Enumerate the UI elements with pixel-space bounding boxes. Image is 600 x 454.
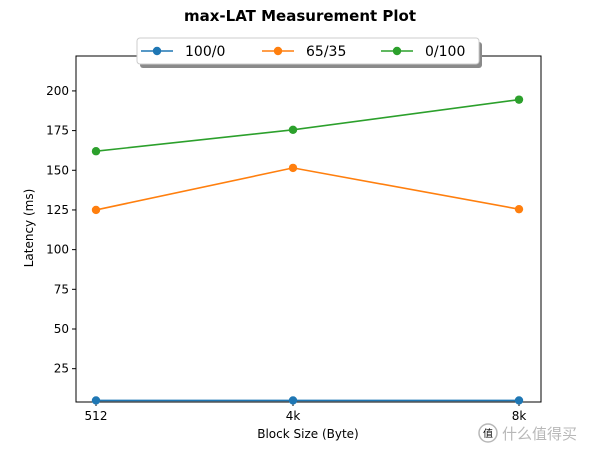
- data-point: [514, 396, 524, 405]
- series-3: [91, 95, 524, 156]
- data-point: [91, 396, 101, 405]
- legend-entry: 0/100: [381, 44, 465, 60]
- legend-entry: 65/35: [262, 44, 346, 60]
- y-tick-label: 175: [46, 124, 69, 138]
- data-point: [288, 163, 298, 173]
- legend-marker: [392, 46, 402, 56]
- legend: 100/0 65/35 0/100: [136, 37, 482, 68]
- x-tick-label: 4k: [286, 409, 301, 423]
- legend-entry: 100/0: [141, 44, 225, 60]
- series-1: [91, 396, 524, 405]
- y-tick-label: 50: [54, 322, 69, 336]
- legend-box: [136, 37, 480, 65]
- legend-label: 0/100: [425, 44, 465, 60]
- x-axis-ticks: 512 4k 8k: [85, 402, 527, 423]
- y-axis-ticks: 25 50 75 100 125 150 175 200: [46, 84, 76, 376]
- y-tick-label: 200: [46, 84, 69, 98]
- legend-entries: 100/0 65/35 0/100: [141, 44, 465, 60]
- data-point: [288, 125, 298, 135]
- legend-marker: [273, 46, 283, 56]
- y-tick-label: 150: [46, 163, 69, 177]
- series-2: [91, 163, 524, 215]
- data-point: [91, 147, 101, 156]
- data-point: [514, 95, 524, 104]
- watermark: 值 什么值得买: [478, 423, 577, 443]
- x-axis-label: Block Size (Byte): [257, 427, 359, 441]
- data-point: [514, 204, 524, 214]
- x-tick-label: 8k: [512, 409, 527, 423]
- y-tick-label: 25: [54, 362, 69, 376]
- legend-marker: [152, 46, 162, 56]
- legend-label: 100/0: [185, 44, 225, 60]
- series-layer: [91, 95, 524, 405]
- legend-label: 65/35: [306, 44, 346, 60]
- y-tick-label: 125: [46, 203, 69, 217]
- chart-title: max-LAT Measurement Plot: [184, 7, 416, 25]
- watermark-text: 什么值得买: [502, 425, 577, 443]
- zhi-badge-icon: [478, 423, 498, 443]
- x-tick-label: 512: [85, 409, 108, 423]
- data-point: [288, 396, 298, 405]
- y-axis-label: Latency (ms): [22, 189, 36, 268]
- y-tick-label: 75: [54, 282, 69, 296]
- data-point: [91, 205, 101, 215]
- y-tick-label: 100: [46, 243, 69, 257]
- zhi-badge-glyph: 值: [483, 427, 493, 440]
